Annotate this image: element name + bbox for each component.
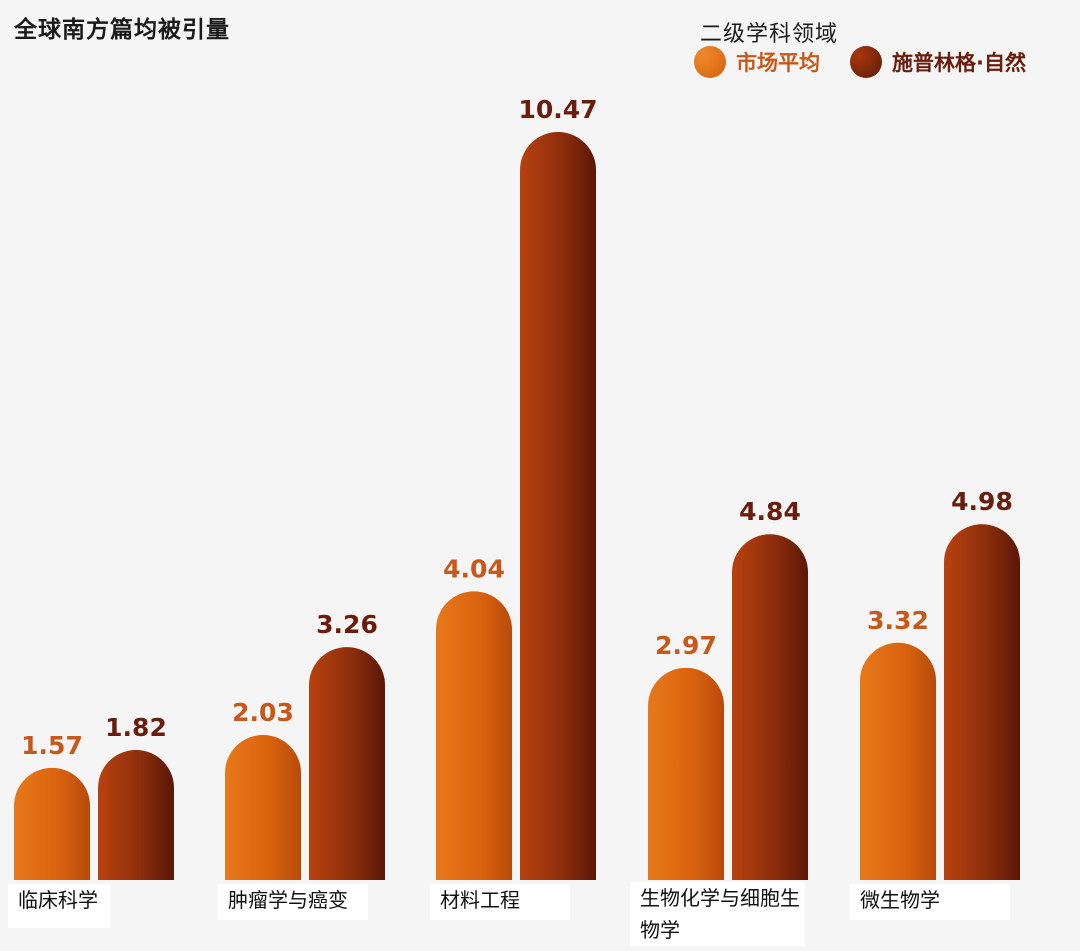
- data-label: 1.57: [21, 731, 83, 760]
- legend-label: 施普林格·自然: [892, 51, 1026, 75]
- data-label: 3.26: [316, 610, 378, 639]
- data-label: 2.97: [655, 631, 717, 660]
- legend-item-market-average: 市场平均: [694, 46, 820, 78]
- bar-market-average: [14, 767, 90, 880]
- data-label: 1.82: [105, 713, 167, 742]
- bar-market-average: [225, 734, 301, 880]
- data-label: 2.03: [232, 698, 294, 727]
- chart-title: 全球南方篇均被引量: [14, 17, 230, 43]
- category-label: 材料工程: [430, 884, 570, 920]
- data-label: 3.32: [867, 606, 929, 635]
- bar-springer-nature: [309, 647, 386, 880]
- legend-item-springer-nature: 施普林格·自然: [850, 46, 1026, 78]
- bar-springer-nature: [944, 524, 1020, 880]
- category-label: 临床科学: [8, 884, 110, 928]
- bar-market-average: [436, 591, 512, 880]
- bar-market-average: [860, 642, 936, 880]
- category-label: 微生物学: [850, 884, 1010, 920]
- bar-springer-nature: [732, 534, 808, 880]
- legend-label: 市场平均: [736, 51, 820, 75]
- category-label: 肿瘤学与癌变: [218, 884, 368, 920]
- data-label: 4.04: [443, 554, 505, 583]
- legend-title: 二级学科领域: [700, 22, 839, 47]
- data-label: 4.84: [739, 497, 801, 526]
- bar-springer-nature: [520, 132, 596, 880]
- legend-dot-icon: [850, 46, 882, 78]
- legend-dot-icon: [694, 46, 726, 78]
- data-label: 10.47: [518, 95, 597, 124]
- data-label: 4.98: [951, 487, 1013, 516]
- bar-market-average: [648, 667, 724, 880]
- category-label: 生物化学与细胞生物学: [630, 882, 805, 946]
- bar-springer-nature: [98, 749, 174, 880]
